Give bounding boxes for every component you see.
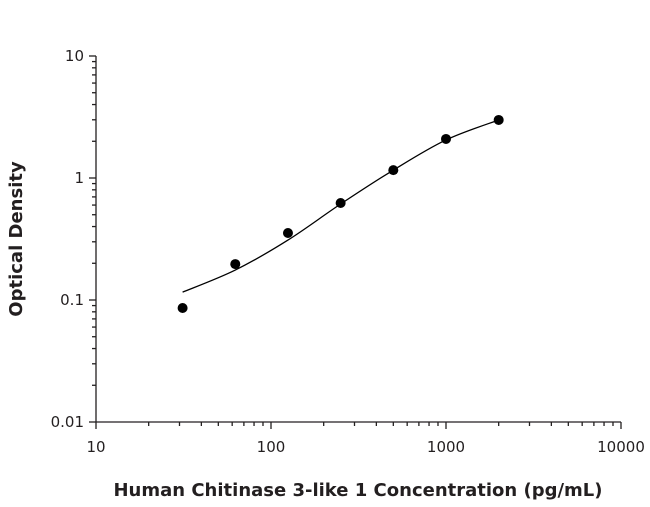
axes xyxy=(89,55,622,429)
tick-labels: 10 100 1000 10000 0.01 0.1 1 10 xyxy=(51,47,645,456)
data-point xyxy=(177,302,188,313)
data-points xyxy=(177,114,504,313)
x-tick-label: 10000 xyxy=(597,438,645,456)
y-axis-label: Optical Density xyxy=(6,161,27,317)
data-point xyxy=(230,259,241,270)
x-tick-label: 1000 xyxy=(427,438,465,456)
x-axis-label: Human Chitinase 3-like 1 Concentration (… xyxy=(113,480,602,501)
data-point xyxy=(441,133,451,144)
y-tick-label: 10 xyxy=(65,47,84,65)
data-point xyxy=(493,114,504,125)
y-tick-label: 1 xyxy=(74,169,84,187)
y-tick-label: 0.01 xyxy=(51,413,84,431)
x-tick-label: 100 xyxy=(257,438,286,456)
data-point xyxy=(335,197,346,208)
data-point xyxy=(388,165,399,176)
y-tick-label: 0.1 xyxy=(60,291,84,309)
data-point xyxy=(282,228,293,239)
x-tick-label: 10 xyxy=(86,438,105,456)
